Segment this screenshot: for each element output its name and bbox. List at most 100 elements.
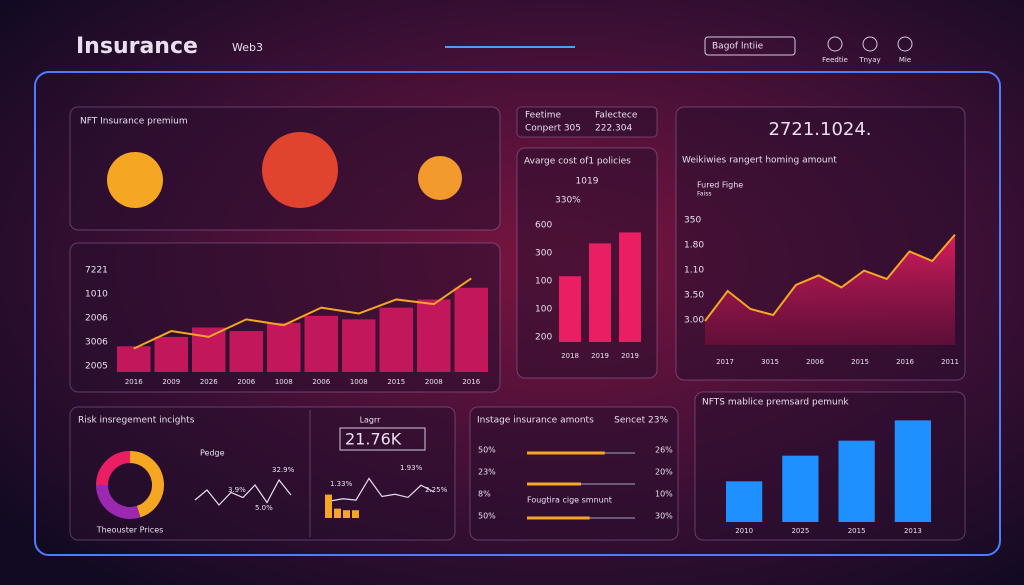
- caption: Theouster Prices: [96, 526, 164, 535]
- tag: 1019: [576, 177, 599, 187]
- bar: [619, 232, 641, 342]
- bar: [589, 243, 611, 342]
- right-label: 20%: [655, 468, 673, 477]
- sparkline: [329, 477, 435, 502]
- legend-sub: Faiss: [697, 191, 712, 198]
- app-title: Insurance: [76, 34, 198, 59]
- x-label: 2009: [162, 378, 180, 386]
- kpi-label: Lagrr: [360, 416, 382, 425]
- bar: [559, 276, 581, 342]
- nav-icon[interactable]: [827, 36, 843, 52]
- mini-bar: [343, 510, 350, 518]
- stat-value: Conpert 305: [525, 124, 581, 134]
- right-label: 26%: [655, 446, 673, 455]
- progress-panel: [469, 406, 679, 541]
- bar: [417, 299, 451, 372]
- x-label: 2006: [312, 378, 330, 386]
- y-label: 7221: [85, 266, 108, 276]
- x-label: 2008: [425, 378, 443, 386]
- y-label: 1.80: [684, 241, 704, 251]
- mascot: [107, 152, 163, 208]
- x-label: 2016: [896, 358, 914, 366]
- x-label: 2006: [237, 378, 255, 386]
- x-label: 2006: [806, 358, 824, 366]
- mini-bar: [325, 494, 332, 518]
- y-label: 200: [535, 333, 552, 343]
- bar: [782, 455, 819, 522]
- x-label: 2015: [851, 358, 869, 366]
- sparkline: [194, 478, 292, 506]
- x-label: 2018: [561, 352, 579, 360]
- kpi-box: [339, 427, 426, 451]
- stat-label: Feetime: [525, 111, 562, 121]
- x-label: 1008: [350, 378, 368, 386]
- y-label: 100: [535, 305, 552, 315]
- x-label: 3015: [761, 358, 779, 366]
- mascot: [262, 132, 338, 208]
- big-number: 2721.1024.: [768, 119, 871, 140]
- nav-icon[interactable]: [862, 36, 878, 52]
- frame: [34, 71, 1001, 556]
- y-label: 600: [535, 221, 552, 231]
- bar: [838, 440, 875, 522]
- chart-title: Avarge cost of1 policies: [524, 157, 631, 167]
- left-label: 23%: [478, 468, 496, 477]
- nav-label[interactable]: Mie: [899, 56, 911, 64]
- mini-bar: [334, 508, 341, 518]
- bar: [342, 319, 376, 372]
- x-label: 2015: [387, 378, 405, 386]
- stat-value: 222.304: [595, 124, 632, 134]
- bar: [117, 346, 151, 372]
- bar: [379, 307, 413, 372]
- nav-label[interactable]: Feedtie: [822, 56, 848, 64]
- x-label: 2016: [125, 378, 143, 386]
- legend-name: Fured Fighe: [697, 181, 743, 190]
- x-label: 2013: [904, 527, 922, 535]
- y-label: 1.10: [684, 266, 704, 276]
- bar: [267, 322, 301, 372]
- label: Pedge: [200, 449, 225, 458]
- x-label: 2017: [716, 358, 734, 366]
- stats-panel: [516, 106, 658, 138]
- x-label: 2010: [735, 527, 753, 535]
- spark-label: 2.25%: [425, 486, 448, 494]
- dropdown-label[interactable]: Bagof lntiie: [712, 42, 764, 52]
- spark-label: 32.9%: [272, 466, 295, 474]
- panel-title: Instage insurance amonts: [477, 416, 594, 426]
- chart-title: NFTS mablice premsard pemunk: [702, 398, 849, 408]
- risk-panel: [69, 406, 456, 541]
- right-label: 10%: [655, 490, 673, 499]
- x-label: 2025: [791, 527, 809, 535]
- nav-icon[interactable]: [897, 36, 913, 52]
- bar: [154, 336, 188, 372]
- donut-segment: [96, 484, 141, 519]
- trend-line: [133, 277, 472, 350]
- dropdown[interactable]: [704, 36, 796, 56]
- y-label: 100: [535, 277, 552, 287]
- x-label: 2011: [941, 358, 959, 366]
- bar: [894, 420, 931, 522]
- area: [705, 234, 955, 345]
- nav-label[interactable]: Tnyay: [858, 56, 880, 64]
- x-label: 2026: [200, 378, 218, 386]
- left-label: 50%: [478, 512, 496, 521]
- right-label: 30%: [655, 512, 673, 521]
- chart-title: Weikiwies rangert homing amount: [682, 156, 837, 166]
- bar: [229, 331, 263, 372]
- x-label: 2015: [848, 527, 866, 535]
- left-label: 50%: [478, 446, 496, 455]
- kpi-value: 21.76K: [345, 430, 402, 449]
- stat-label: Falectece: [595, 111, 638, 121]
- spark-label: 3.9%: [228, 486, 246, 494]
- check-label: 330%: [555, 196, 581, 206]
- mini-bar: [352, 510, 359, 518]
- bar: [304, 315, 338, 372]
- y-label: 300: [535, 249, 552, 259]
- note: Sencet 23%: [614, 416, 668, 426]
- mascot: [418, 156, 462, 200]
- x-label: 1008: [275, 378, 293, 386]
- area-line: [704, 233, 956, 322]
- sub-label: Fougtira cige smnunt: [527, 496, 612, 505]
